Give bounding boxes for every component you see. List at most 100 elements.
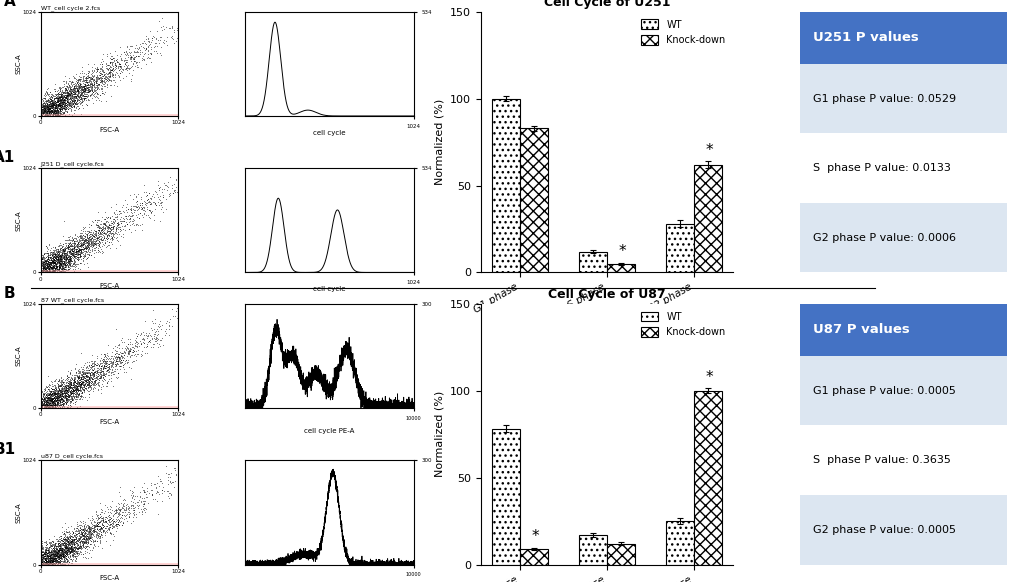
Point (69, 384, 85, 393)
Point (58, 539, 74, 548)
Point (64, 247, 80, 256)
Point (94, 236, 110, 245)
Point (37, 109, 53, 118)
Point (52, 559, 68, 568)
Point (132, 336, 148, 346)
Point (79, 83, 96, 92)
Point (91, 241, 107, 250)
Point (56, 253, 72, 262)
Point (92, 368, 108, 377)
Point (96, 360, 112, 369)
Point (60, 544, 76, 553)
Point (53, 560, 69, 569)
Point (57, 387, 73, 396)
Point (89, 76, 106, 85)
Point (75, 90, 92, 99)
Point (170, 456, 186, 465)
Point (77, 243, 94, 253)
Point (43, 268, 59, 277)
Point (33, 553, 49, 562)
Point (51, 558, 67, 567)
Point (55, 253, 71, 262)
Point (43, 109, 59, 118)
Point (33, 403, 49, 413)
Point (39, 267, 55, 276)
Point (66, 242, 82, 251)
Point (152, 191, 168, 201)
Point (136, 330, 153, 339)
Point (40, 548, 56, 557)
Point (45, 557, 61, 566)
Point (40, 545, 56, 555)
Point (44, 99, 60, 108)
Point (45, 109, 61, 118)
Point (33, 549, 49, 559)
Point (51, 251, 67, 260)
Point (37, 265, 53, 274)
Point (95, 523, 111, 532)
Point (109, 81, 125, 90)
Point (33, 263, 49, 272)
Point (69, 94, 85, 104)
Point (86, 382, 103, 391)
Point (106, 221, 122, 230)
Point (40, 254, 56, 264)
Point (82, 82, 99, 91)
Point (103, 63, 119, 72)
Point (67, 88, 83, 98)
Point (76, 537, 93, 546)
Point (108, 224, 124, 233)
Point (60, 534, 76, 543)
Point (143, 317, 160, 326)
Point (170, 12, 186, 22)
Point (105, 363, 121, 372)
Point (33, 111, 49, 120)
Point (143, 485, 160, 495)
Point (66, 88, 82, 97)
Point (53, 546, 69, 556)
Point (115, 48, 131, 57)
Point (45, 555, 61, 565)
Point (87, 216, 104, 225)
Point (85, 373, 102, 382)
Point (60, 236, 76, 245)
Point (60, 265, 76, 275)
Point (41, 255, 57, 264)
Point (39, 102, 55, 111)
Point (52, 388, 68, 398)
Point (37, 402, 53, 411)
Point (50, 97, 66, 106)
Point (40, 253, 56, 262)
Point (56, 384, 72, 393)
Point (49, 391, 65, 400)
Point (58, 374, 74, 384)
Point (33, 555, 49, 564)
Point (96, 372, 112, 381)
Point (50, 262, 66, 271)
Point (76, 87, 93, 96)
Point (33, 261, 49, 271)
Point (65, 545, 81, 555)
Point (59, 556, 75, 566)
Point (68, 538, 84, 548)
Point (49, 108, 65, 118)
Point (51, 549, 67, 558)
Point (52, 256, 68, 265)
Point (97, 76, 113, 85)
Point (71, 251, 87, 260)
Point (68, 543, 84, 552)
Point (33, 111, 49, 120)
Point (44, 541, 60, 551)
Point (47, 98, 63, 108)
Point (49, 262, 65, 272)
Point (170, 299, 186, 308)
Point (97, 232, 113, 242)
Point (33, 268, 49, 277)
Point (61, 544, 77, 553)
Point (45, 257, 61, 267)
Point (33, 265, 49, 274)
Point (97, 516, 113, 526)
Point (80, 377, 97, 386)
Point (42, 262, 58, 272)
Point (129, 44, 145, 53)
